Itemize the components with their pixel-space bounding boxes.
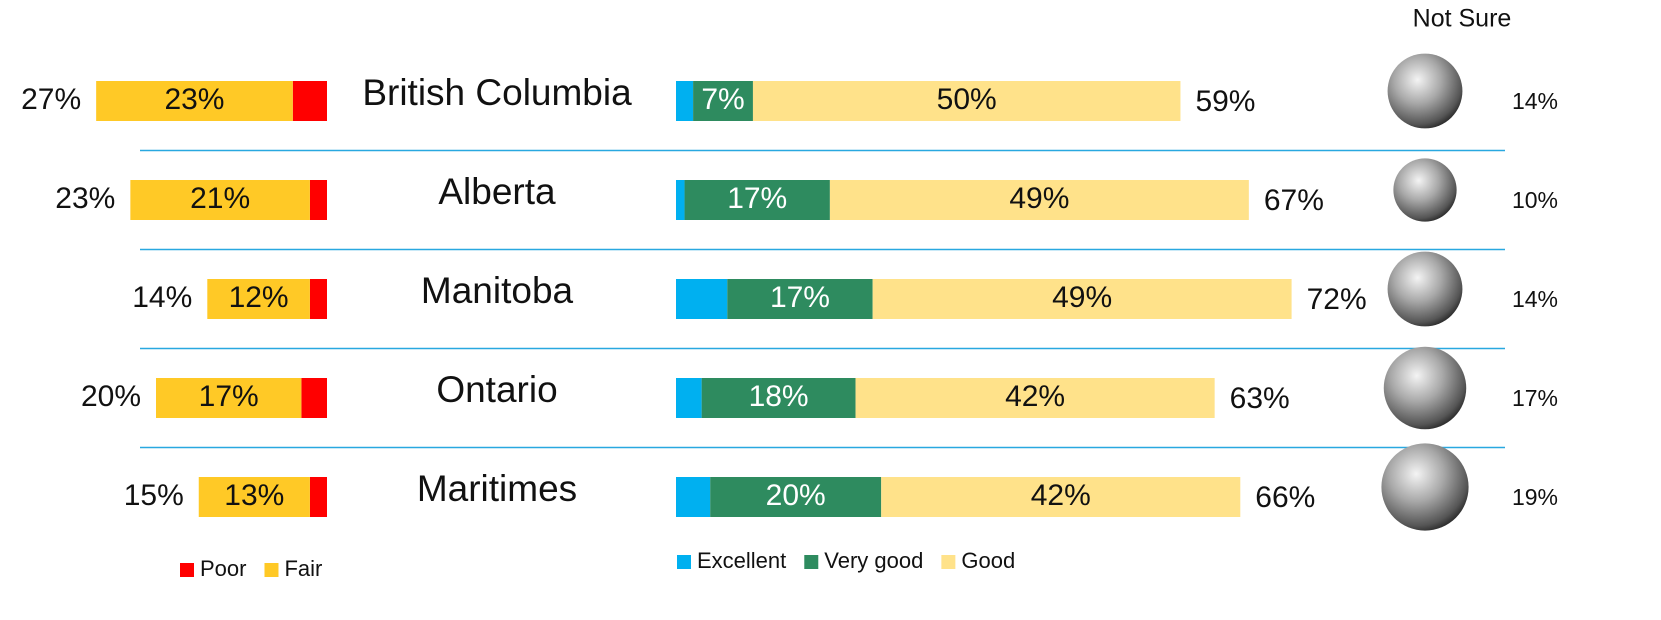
bar-segment <box>829 180 1249 220</box>
not-sure-label: 19% <box>1512 484 1558 510</box>
value-label: 50% <box>937 83 997 116</box>
legend-label: Excellent <box>697 548 786 573</box>
bar-segment <box>881 477 1241 517</box>
bar-segment <box>96 81 293 121</box>
legend-label: Very good <box>824 548 923 573</box>
not-sure-bubble <box>1383 346 1467 430</box>
not-sure-bubble <box>1393 158 1457 222</box>
value-label: 13% <box>224 479 284 512</box>
not-sure-title: Not Sure <box>1413 5 1512 33</box>
bar-segment <box>198 477 310 517</box>
value-label: 18% <box>749 380 809 413</box>
total-label: 59% <box>1195 85 1255 118</box>
not-sure-label: 14% <box>1512 286 1558 312</box>
bar-segment <box>676 279 728 319</box>
bar-segment <box>752 81 1181 121</box>
category-label: British Columbia <box>362 72 632 113</box>
bar-segment <box>309 477 327 517</box>
bar-segment <box>309 279 327 319</box>
value-label: 49% <box>1052 281 1112 314</box>
bar-segment <box>693 81 753 121</box>
legend-label: Good <box>961 548 1015 573</box>
bar-segment <box>676 180 685 220</box>
bar-segment <box>292 81 327 121</box>
bar-segment <box>130 180 310 220</box>
total-label: 66% <box>1255 481 1315 514</box>
total-label: 67% <box>1264 184 1324 217</box>
bar-segment <box>855 378 1215 418</box>
not-sure-bubble <box>1381 443 1469 531</box>
bar-segment <box>676 81 694 121</box>
category-label: Manitoba <box>421 270 574 311</box>
value-label: 17% <box>727 182 787 215</box>
bar-segment <box>710 477 882 517</box>
bar-segment <box>301 378 327 418</box>
not-sure-label: 17% <box>1512 385 1558 411</box>
bar-segment <box>676 378 702 418</box>
total-label: 63% <box>1230 382 1290 415</box>
bar-segment <box>676 477 711 517</box>
legend-label: Poor <box>200 556 246 581</box>
value-label: 20% <box>766 479 826 512</box>
bar-segment <box>727 279 873 319</box>
value-label: 17% <box>770 281 830 314</box>
total-label: 20% <box>81 380 141 413</box>
category-label: Alberta <box>438 171 556 212</box>
legend-swatch <box>677 555 691 569</box>
legend-label: Fair <box>284 556 322 581</box>
legend-swatch <box>804 555 819 569</box>
bar-segment <box>207 279 310 319</box>
not-sure-label: 10% <box>1512 187 1558 213</box>
total-label: 15% <box>124 479 184 512</box>
total-label: 27% <box>21 83 81 116</box>
value-label: 49% <box>1009 182 1069 215</box>
category-label: Maritimes <box>417 468 577 509</box>
total-label: 72% <box>1307 283 1367 316</box>
value-label: 21% <box>190 182 250 215</box>
legend-swatch <box>941 555 956 569</box>
bar-segment <box>156 378 302 418</box>
not-sure-label: 14% <box>1512 88 1558 114</box>
legend-swatch <box>180 563 194 577</box>
bar-segment <box>684 180 830 220</box>
value-label: 42% <box>1005 380 1065 413</box>
bar-segment <box>309 180 327 220</box>
not-sure-bubble <box>1387 251 1463 327</box>
bar-segment <box>701 378 856 418</box>
value-label: 23% <box>164 83 224 116</box>
value-label: 12% <box>229 281 289 314</box>
total-label: 23% <box>55 182 115 215</box>
value-label: 42% <box>1031 479 1091 512</box>
value-label: 7% <box>701 83 744 116</box>
bar-segment <box>872 279 1292 319</box>
not-sure-bubble <box>1387 53 1463 129</box>
legend-swatch <box>264 563 279 577</box>
total-label: 14% <box>132 281 192 314</box>
category-label: Ontario <box>436 369 557 410</box>
value-label: 17% <box>199 380 259 413</box>
